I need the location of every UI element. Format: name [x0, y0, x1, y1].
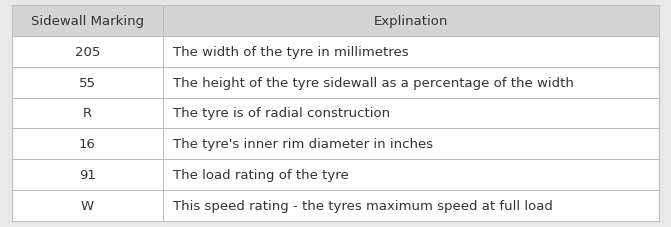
Bar	[12, 129, 163, 160]
Bar	[163, 190, 659, 221]
Text: The height of the tyre sidewall as a percentage of the width: The height of the tyre sidewall as a per…	[173, 76, 574, 89]
Text: 205: 205	[74, 45, 100, 58]
Bar	[163, 98, 659, 129]
Bar	[12, 160, 163, 190]
Bar	[163, 6, 659, 37]
Text: Explination: Explination	[374, 15, 448, 27]
Text: 55: 55	[79, 76, 96, 89]
Bar	[12, 98, 163, 129]
Text: The tyre is of radial construction: The tyre is of radial construction	[173, 107, 390, 120]
Text: The load rating of the tyre: The load rating of the tyre	[173, 169, 349, 182]
Bar	[163, 160, 659, 190]
Text: This speed rating - the tyres maximum speed at full load: This speed rating - the tyres maximum sp…	[173, 200, 553, 212]
Text: Sidewall Marking: Sidewall Marking	[31, 15, 144, 27]
Bar	[12, 67, 163, 98]
Text: R: R	[83, 107, 92, 120]
Bar	[163, 37, 659, 67]
Bar	[12, 37, 163, 67]
Bar	[163, 67, 659, 98]
Bar	[163, 129, 659, 160]
Bar	[12, 6, 163, 37]
Text: W: W	[81, 200, 94, 212]
Text: The width of the tyre in millimetres: The width of the tyre in millimetres	[173, 45, 409, 58]
Bar	[12, 190, 163, 221]
Text: 16: 16	[79, 138, 96, 151]
Text: The tyre's inner rim diameter in inches: The tyre's inner rim diameter in inches	[173, 138, 433, 151]
Text: 91: 91	[79, 169, 96, 182]
